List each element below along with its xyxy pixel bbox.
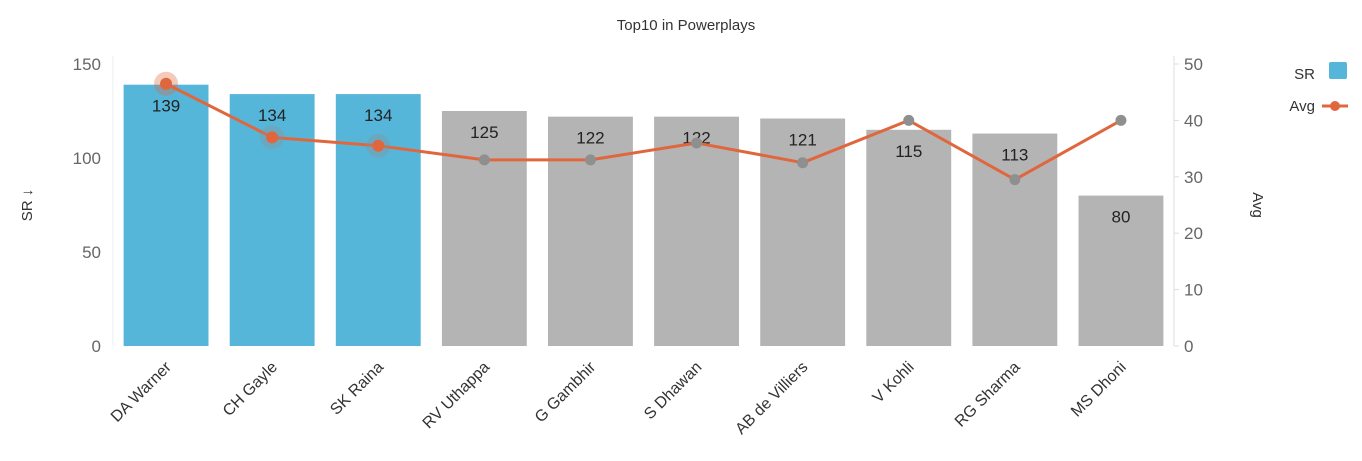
legend-swatch-avg-dot xyxy=(1330,101,1340,111)
bar-7 xyxy=(760,118,846,347)
y2-tick-label: 40 xyxy=(1184,111,1203,130)
avg-point xyxy=(584,154,596,166)
chart-title: Top10 in Powerplays xyxy=(617,17,755,34)
x-tick-label: MS Dhoni xyxy=(1068,359,1130,421)
avg-point xyxy=(1009,174,1021,186)
legend-swatch-sr xyxy=(1329,62,1347,79)
x-tick-label: CH Gayle xyxy=(220,359,281,420)
y2-axis-label: Avg xyxy=(1249,192,1266,218)
bar-value-label: 134 xyxy=(258,106,286,125)
x-tick-label: AB de Villiers xyxy=(732,359,811,438)
bar-3 xyxy=(335,94,421,346)
x-tick-label: DA Warner xyxy=(108,358,175,425)
avg-point xyxy=(478,154,490,166)
avg-line xyxy=(165,82,1122,182)
x-tick-label: V Kohli xyxy=(870,359,918,407)
bar-6 xyxy=(654,116,739,346)
bar-4 xyxy=(441,111,527,346)
y2-tick-label: 30 xyxy=(1184,168,1203,187)
bar-5 xyxy=(548,116,633,346)
bar-value-label: 115 xyxy=(895,142,922,161)
y2-tick-label: 10 xyxy=(1184,281,1203,300)
x-tick-label: SK Raina xyxy=(327,359,387,419)
avg-point xyxy=(903,114,915,126)
y2-tick-label: 0 xyxy=(1184,337,1193,356)
bar-value-label: 139 xyxy=(152,97,180,116)
avg-point xyxy=(372,139,385,152)
y-tick-label: 150 xyxy=(73,55,101,74)
bar-8 xyxy=(866,129,952,346)
x-tick-label: S Dhawan xyxy=(641,359,705,423)
avg-point xyxy=(1115,114,1127,126)
legend-label-sr: SR xyxy=(1294,66,1315,83)
avg-point xyxy=(266,131,279,144)
legend-label-avg: Avg xyxy=(1289,98,1315,115)
bar-value-label: 121 xyxy=(788,131,816,150)
bar-value-label: 113 xyxy=(1001,146,1028,165)
bar-1 xyxy=(123,84,209,347)
bar-10 xyxy=(1078,195,1164,346)
x-tick-label: RV Uthappa xyxy=(420,359,494,433)
avg-point xyxy=(797,157,809,169)
bar-value-label: 80 xyxy=(1111,208,1130,227)
avg-point xyxy=(160,77,173,90)
bar-9 xyxy=(972,133,1058,346)
x-tick-label: RG Sharma xyxy=(952,359,1024,431)
bar-value-label: 125 xyxy=(470,123,498,142)
y-tick-label: 0 xyxy=(92,337,101,356)
x-tick-label: G Gambhir xyxy=(532,358,600,426)
legend: SR Avg xyxy=(1289,62,1348,115)
y-tick-label: 100 xyxy=(73,149,101,168)
avg-point xyxy=(691,137,703,149)
bar-value-label: 122 xyxy=(576,129,604,148)
y-axis-label: SR ↓ xyxy=(19,189,36,222)
y-tick-label: 50 xyxy=(82,243,101,262)
y2-tick-label: 20 xyxy=(1184,224,1203,243)
bar-value-label: 134 xyxy=(364,106,392,125)
y2-tick-label: 50 xyxy=(1184,55,1203,74)
